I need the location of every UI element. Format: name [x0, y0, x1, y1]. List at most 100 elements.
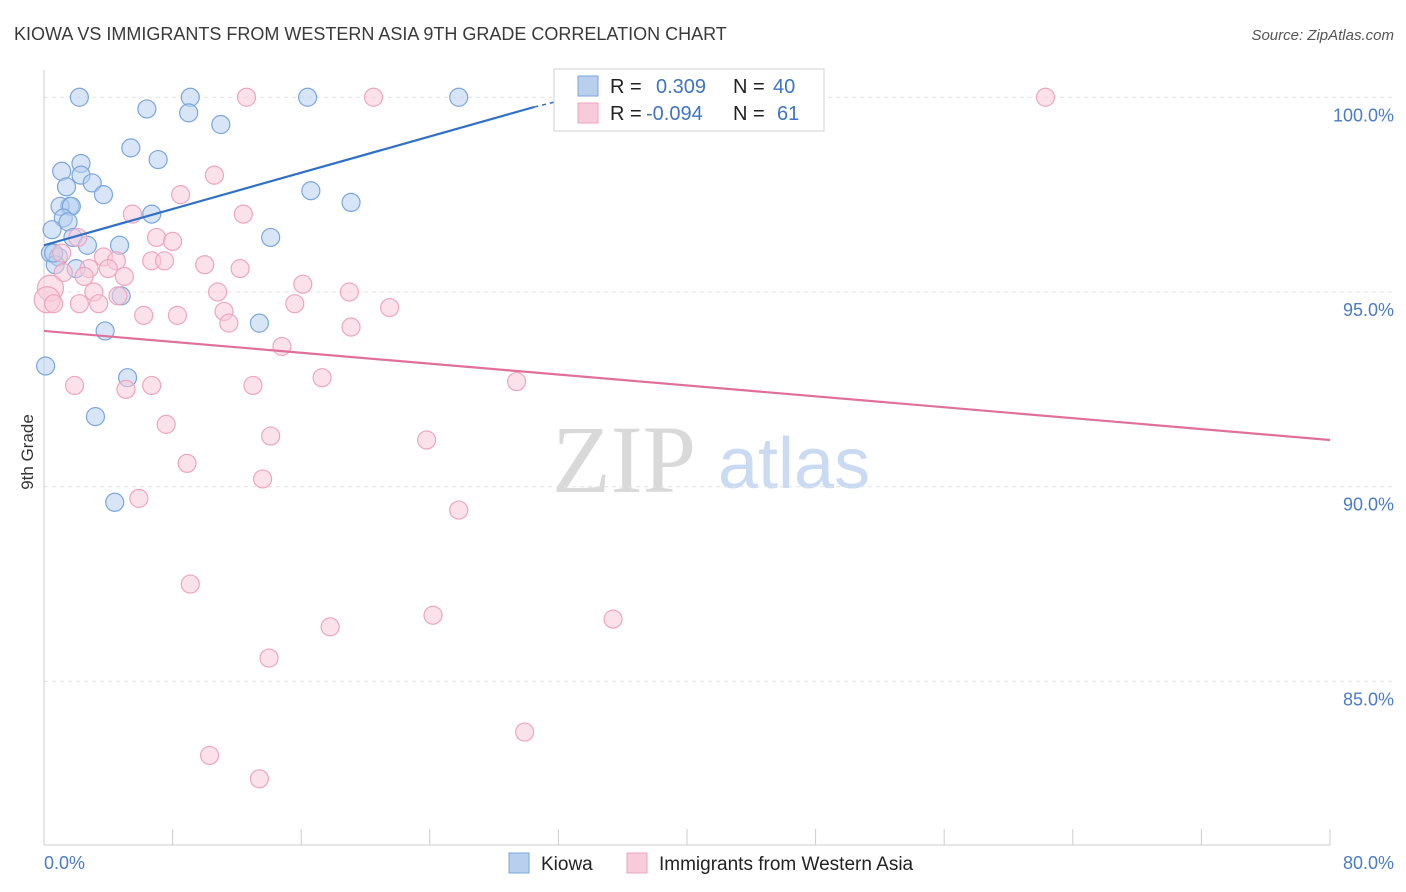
western-asia-point — [363, 87, 384, 107]
western-asia-point — [380, 297, 400, 318]
western-asia-point — [146, 227, 167, 248]
bottom-legend-label-kiowa: Kiowa — [541, 854, 593, 875]
western-asia-point — [44, 294, 64, 314]
western-asia-point — [69, 294, 89, 314]
kiowa-point — [179, 103, 199, 123]
western-asia-point — [515, 722, 535, 742]
western-asia-point — [108, 286, 128, 306]
western-asia-point — [272, 336, 292, 357]
legend-r-value-western-asia: -0.094 — [646, 103, 703, 125]
legend-r-label-western-asia: R = — [610, 103, 642, 125]
western-asia-point — [219, 313, 239, 333]
western-asia-point — [339, 282, 360, 302]
kiowa-point — [109, 235, 130, 255]
kiowa-point — [85, 407, 106, 427]
kiowa-point — [82, 173, 102, 193]
watermark-zip: ZIP — [552, 406, 696, 513]
western-asia-point — [89, 294, 109, 314]
chart-title: KIOWA VS IMMIGRANTS FROM WESTERN ASIA 9T… — [14, 24, 727, 44]
stats-legend-box — [553, 68, 825, 132]
western-asia-point — [416, 430, 437, 450]
western-asia-point — [64, 375, 85, 396]
western-asia-point — [199, 745, 220, 766]
western-asia-point — [1035, 87, 1056, 107]
y-tick-label: 90.0% — [1343, 495, 1394, 515]
western-asia-point — [171, 185, 191, 205]
chart-source: Source: ZipAtlas.com — [1251, 27, 1394, 44]
western-asia-point — [177, 453, 197, 473]
kiowa-point — [261, 227, 281, 248]
western-asia-point — [53, 262, 73, 283]
kiowa-point — [449, 87, 469, 107]
legend-swatch-western-asia — [577, 102, 599, 124]
western-asia-point — [163, 231, 183, 251]
legend-n-label-kiowa: N = — [733, 76, 765, 98]
western-asia-point — [180, 574, 200, 594]
kiowa-point — [105, 492, 125, 512]
western-asia-point — [52, 243, 72, 263]
legend-n-value-kiowa: 40 — [773, 76, 795, 98]
legend-r-label-kiowa: R = — [610, 76, 642, 98]
western-asia-trend-line — [43, 329, 1331, 442]
western-asia-point — [285, 294, 305, 314]
western-asia-point — [154, 251, 175, 271]
kiowa-point — [137, 99, 157, 119]
western-asia-point — [208, 282, 228, 302]
kiowa-point — [121, 138, 141, 158]
western-asia-point — [134, 305, 154, 325]
western-asia-point — [253, 469, 273, 489]
western-asia-point — [230, 259, 250, 279]
stats-legend: R = 0.309 N = 40 R = -0.094 N = 61 — [553, 68, 825, 132]
kiowa-point — [69, 87, 89, 107]
western-asia-point — [204, 165, 224, 185]
kiowa-point — [36, 356, 56, 376]
legend-n-value-western-asia: 61 — [777, 103, 799, 125]
western-asia-point — [114, 266, 134, 287]
series-legend: Kiowa Immigrants from Western Asia — [508, 852, 914, 875]
kiowa-trend-line — [43, 105, 535, 247]
kiowa-point — [249, 313, 270, 333]
western-asia-point — [233, 204, 253, 224]
y-tick-label: 85.0% — [1343, 689, 1394, 709]
western-asia-point — [341, 317, 361, 337]
kiowa-point — [298, 87, 318, 107]
western-asia-point — [249, 769, 270, 789]
western-asia-point — [243, 375, 263, 396]
y-axis-tick-labels: 100.0% 95.0% 90.0% 85.0% — [1333, 105, 1394, 709]
legend-n-label-western-asia: N = — [733, 103, 765, 125]
kiowa-point — [301, 181, 321, 201]
kiowa-point — [42, 220, 62, 240]
western-asia-point — [293, 274, 313, 294]
legend-swatch-kiowa — [577, 75, 599, 97]
y-tick-label: 95.0% — [1343, 300, 1394, 320]
western-asia-point — [312, 368, 332, 388]
kiowa-point — [56, 177, 77, 197]
y-axis-label: 9th Grade — [18, 414, 37, 490]
bottom-legend-swatch-kiowa — [508, 852, 530, 874]
western-asia-point — [261, 426, 281, 446]
western-asia-point — [167, 305, 188, 325]
western-asia-point — [74, 266, 94, 287]
western-asia-point — [195, 255, 215, 275]
kiowa-point — [341, 192, 361, 213]
x-axis-ticks — [43, 829, 1331, 845]
western-asia-point — [507, 371, 527, 392]
y-tick-label: 100.0% — [1333, 105, 1394, 125]
kiowa-point — [93, 185, 114, 205]
western-asia-point — [449, 500, 469, 520]
legend-r-value-kiowa: 0.309 — [656, 76, 706, 98]
western-asia-point — [156, 414, 176, 434]
western-asia-point — [129, 488, 149, 508]
kiowa-point — [211, 114, 231, 135]
watermark-atlas: atlas — [718, 424, 870, 504]
x-tick-label-max: 80.0% — [1343, 853, 1394, 873]
western-asia-point — [423, 605, 443, 625]
kiowa-point — [148, 149, 168, 170]
western-asia-point — [236, 87, 257, 107]
x-tick-label-min: 0.0% — [44, 853, 85, 873]
western-asia-point — [603, 609, 623, 629]
scatter-points — [33, 87, 1056, 789]
western-asia-point — [116, 379, 136, 399]
western-asia-point — [320, 617, 340, 637]
